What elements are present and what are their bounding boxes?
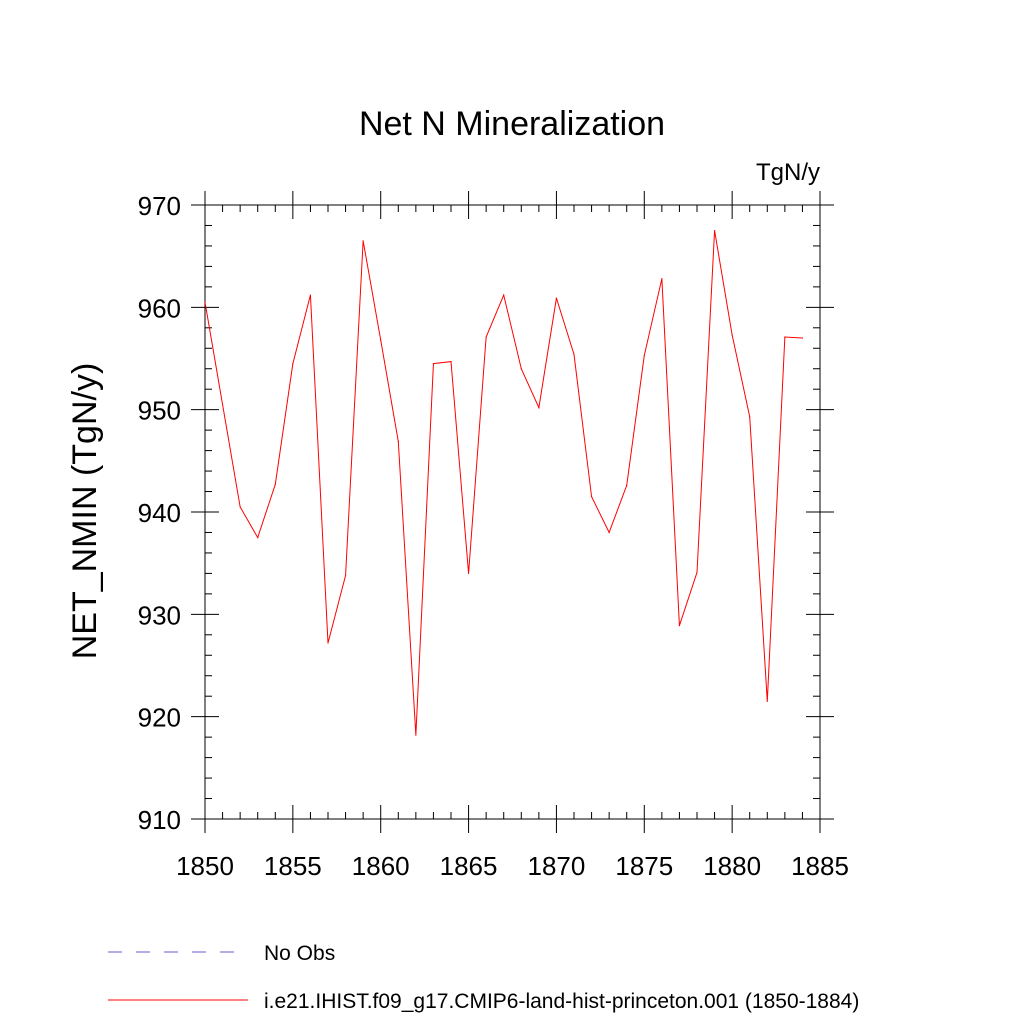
data-point [257, 536, 259, 539]
data-point [204, 301, 206, 303]
legend-label: No Obs [264, 942, 335, 965]
data-point [503, 294, 505, 296]
series-group [204, 229, 804, 736]
data-point [397, 440, 399, 442]
x-tick-label: 1850 [176, 851, 234, 881]
data-point [467, 572, 470, 575]
data-point [221, 403, 224, 406]
data-point [643, 354, 645, 357]
units-label: TgN/y [756, 159, 820, 186]
y-axis-label: NET_NMIN (TgN/y) [66, 363, 104, 660]
y-tick-label: 910 [138, 805, 181, 835]
data-point [344, 574, 347, 577]
data-point [309, 294, 312, 296]
x-tick-label: 1885 [791, 851, 849, 881]
x-axis: 1850 1855 1860 1865 1870 1875 1880 1885 [176, 191, 849, 881]
data-point [432, 363, 435, 365]
chart-title: Net N Mineralization [359, 105, 665, 143]
data-point [590, 496, 593, 498]
data-point [380, 339, 382, 341]
data-point [538, 407, 540, 409]
x-tick-label: 1860 [352, 851, 410, 881]
y-tick-label: 940 [138, 498, 181, 528]
data-point [292, 363, 294, 365]
x-tick-label: 1865 [440, 851, 498, 881]
x-tick-label: 1855 [264, 851, 322, 881]
series-line [204, 230, 803, 736]
x-tick-label: 1880 [703, 851, 761, 881]
legend: No Obs i.e21.IHIST.f09_g17.CMIP6-land-his… [108, 942, 859, 1013]
y-tick-label: 930 [138, 600, 181, 630]
x-tick-label: 1875 [615, 851, 673, 881]
data-point [450, 360, 452, 363]
data-point [749, 416, 751, 418]
legend-label: i.e21.IHIST.f09_g17.CMIP6-land-hist-prin… [264, 990, 859, 1013]
data-point [485, 336, 487, 338]
y-tick-label: 950 [138, 396, 181, 426]
y-tick-label: 960 [138, 293, 181, 323]
plot-frame [204, 204, 821, 820]
data-point [608, 531, 610, 534]
data-point [362, 240, 364, 242]
data-point [801, 337, 804, 339]
data-point [626, 484, 628, 486]
data-point [274, 483, 276, 485]
data-point [573, 353, 575, 356]
x-tick-label: 1870 [528, 851, 586, 881]
data-point [239, 506, 241, 508]
y-tick-label: 920 [138, 703, 181, 733]
data-point [784, 336, 786, 338]
data-point [661, 278, 663, 280]
data-point [327, 642, 329, 644]
data-point [555, 297, 558, 299]
data-point [520, 368, 522, 370]
data-point [731, 334, 733, 336]
data-point [696, 571, 698, 573]
data-point [713, 229, 716, 232]
y-tick-label: 970 [138, 191, 181, 221]
data-point [766, 700, 768, 702]
y-axis: 910 920 930 940 950 960 970 [138, 191, 834, 835]
data-point [678, 624, 681, 627]
data-point [415, 734, 417, 736]
